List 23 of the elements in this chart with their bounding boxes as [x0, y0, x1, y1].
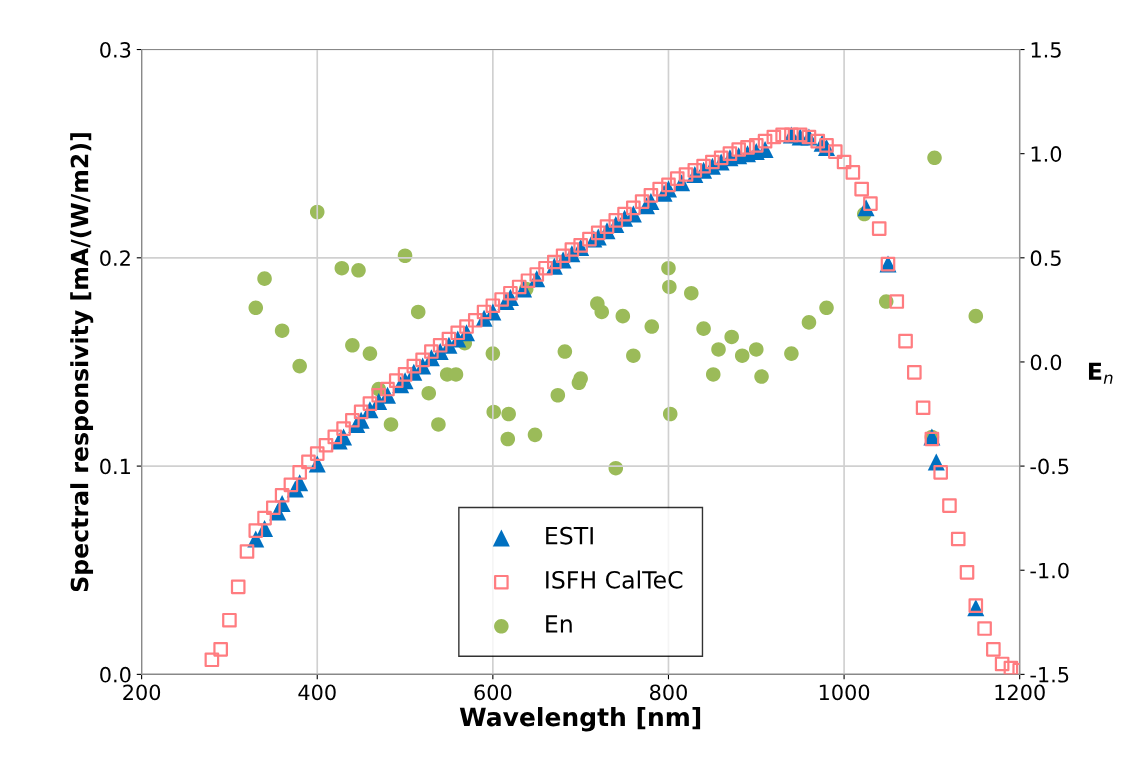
x-tick-label: 1200 — [995, 684, 1045, 701]
x-tick-label: 200 — [123, 684, 161, 701]
y-axis-title: Spectral responsivity [mA/(W/m2)] — [70, 133, 94, 592]
legend-label: ISFH CalTeC — [546, 570, 683, 589]
y-tick-label: 0.3 — [100, 41, 131, 58]
x-tick-label: 1000 — [819, 684, 870, 701]
y2-tick-label: 1.0 — [1031, 146, 1062, 162]
y-tick-label: 0.2 — [100, 250, 130, 267]
y2-axis-title: E$_{n}$ — [1088, 362, 1113, 384]
x-tick-label: 800 — [650, 684, 687, 701]
x-tick-label: 400 — [298, 684, 336, 701]
y2-tick-label: -1.5 — [1030, 667, 1069, 683]
y2-tick-label: 0.5 — [1030, 250, 1061, 267]
y2-tick-label: -1.0 — [1030, 562, 1069, 579]
y2-tick-label: 0.0 — [1030, 354, 1062, 371]
y-tick-label: 0.1 — [100, 458, 130, 475]
y2-tick-label: 1.5 — [1031, 42, 1061, 58]
legend-label: ESTI — [546, 526, 593, 545]
y-tick-label: 0.0 — [100, 666, 131, 683]
x-axis-title: Wavelength [nm] — [459, 707, 701, 732]
legend-label: En — [546, 615, 572, 633]
y2-tick-label: -0.5 — [1030, 458, 1069, 475]
x-tick-label: 600 — [474, 684, 512, 701]
